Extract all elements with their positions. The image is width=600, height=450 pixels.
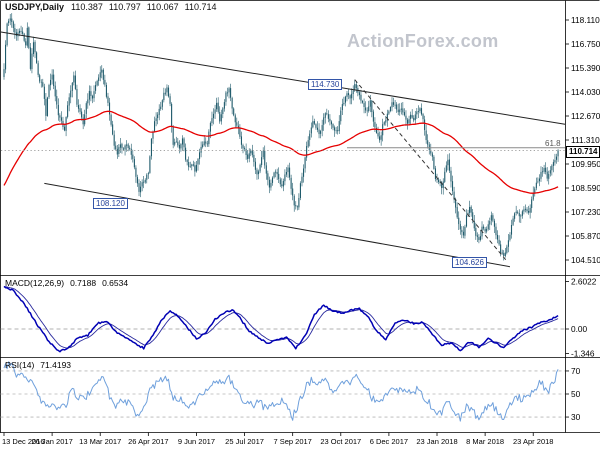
- rsi-legend: RSI(14) 71.4193: [5, 360, 77, 370]
- moving-average-line: [3, 110, 559, 194]
- y-axis-tick-label: 109.950: [571, 159, 600, 169]
- x-axis-date-label: 8 Mar 2018: [466, 437, 504, 446]
- upper-channel-trendline: [0, 31, 566, 125]
- macd-line: [3, 285, 559, 353]
- rsi-axis-tick-label: 50: [571, 389, 581, 399]
- ohlc-high: 110.797: [108, 2, 141, 12]
- macd-axis: 2.6022 0.00 -1.346: [565, 276, 597, 358]
- candles: [3, 13, 559, 261]
- macd-label: MACD(12,26,9): [5, 278, 65, 288]
- ohlc-low: 110.067: [146, 2, 179, 12]
- y-axis-tick-label: 114.030: [571, 87, 600, 97]
- x-axis-date-label: 26 Apr 2017: [128, 437, 168, 446]
- macd-legend: MACD(12,26,9) 0.7188 0.6534: [5, 278, 134, 288]
- rsi-axis-tick-label: 70: [571, 366, 581, 376]
- y-axis-tick-label: 111.310: [571, 135, 600, 145]
- x-axis-date-label: 13 Mar 2017: [79, 437, 121, 446]
- x-axis-date-label: 23 Jan 2018: [416, 437, 457, 446]
- y-axis-tick-label: 104.510: [571, 255, 600, 265]
- x-axis-date-label: 25 Jul 2017: [225, 437, 264, 446]
- instrument-header: USDJPY,Daily 110.387 110.797 110.067 110.714: [5, 2, 223, 12]
- macd-axis-tick-label: 0.00: [571, 324, 588, 334]
- ohlc-close: 110.714: [184, 2, 217, 12]
- current-price-axis-label: 110.714: [566, 146, 600, 158]
- x-axis-date-label: 6 Dec 2017: [370, 437, 408, 446]
- macd-signal-line: [3, 285, 559, 349]
- y-axis-tick-label: 118.110: [571, 15, 600, 25]
- y-axis-tick-label: 108.590: [571, 183, 600, 193]
- instrument-symbol: USDJPY,Daily: [5, 2, 65, 12]
- rsi-label: RSI(14): [5, 360, 35, 370]
- y-axis-tick-label: 105.870: [571, 231, 600, 241]
- x-axis-date-label: 26 Jan 2017: [31, 437, 72, 446]
- x-axis-date-label: 13 Dec 2016: [2, 437, 45, 446]
- x-axis-date-label: 9 Jun 2017: [178, 437, 215, 446]
- price-annotation-low2: 104.626: [452, 257, 487, 268]
- x-axis-date-label: 7 Sep 2017: [273, 437, 311, 446]
- rsi-axis: 70 50 30: [565, 366, 581, 422]
- fall-trendline: [354, 79, 508, 262]
- ohlc-open: 110.387: [71, 2, 103, 12]
- y-axis-tick-label: 107.230: [571, 207, 600, 217]
- rsi-value: 71.4193: [40, 360, 72, 370]
- macd-value-signal: 0.6534: [102, 278, 129, 288]
- rsi-axis-tick-label: 30: [571, 412, 581, 422]
- watermark: ActionForex.com: [347, 31, 499, 51]
- lower-channel-trendline: [44, 182, 511, 268]
- y-axis-tick-label: 116.750: [571, 39, 600, 49]
- trendlines: [0, 31, 566, 268]
- macd-value-main: 0.7188: [70, 278, 97, 288]
- x-axis-date-label: 23 Apr 2018: [513, 437, 553, 446]
- macd-axis-tick-label: 2.6022: [571, 276, 597, 286]
- price-annotation-peak: 114.730: [308, 79, 343, 90]
- rsi-guide-lines: [0, 370, 565, 418]
- rsi-line: [3, 361, 559, 422]
- macd-axis-tick-label: -1.346: [571, 348, 595, 358]
- price-axis: 118.110 116.750 115.390 114.030 112.670 111.3…: [565, 15, 600, 265]
- price-annotation-low1: 108.120: [93, 198, 128, 209]
- x-axis-date-label: 23 Oct 2017: [320, 437, 361, 446]
- y-axis-tick-label: 112.670: [571, 111, 600, 121]
- fib-618-label: 61.8: [545, 139, 561, 148]
- y-axis-tick-label: 115.390: [571, 63, 600, 73]
- panel-frame: [0, 0, 600, 433]
